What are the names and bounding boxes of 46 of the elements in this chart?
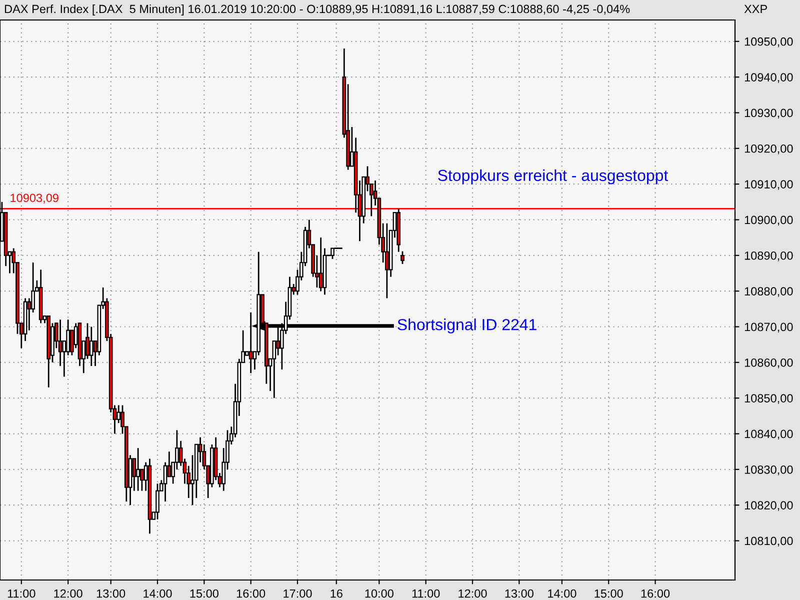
- y-tick-label: 10920,00: [744, 144, 793, 154]
- x-tick-label: 16: [330, 589, 342, 598]
- y-tick-label: 10900,00: [744, 216, 793, 226]
- x-tick-label: 10:00: [365, 589, 394, 598]
- y-tick-label: 10850,00: [744, 394, 793, 404]
- y-tick-label: 10840,00: [744, 430, 793, 440]
- candlestick: [330, 248, 334, 260]
- candlestick: [66, 318, 70, 356]
- candlestick: [58, 318, 62, 367]
- candlestick: [318, 236, 323, 292]
- ref-line-label: 10903,09: [10, 194, 58, 204]
- y-tick-label: 10820,00: [744, 501, 793, 511]
- x-tick-label: 14:00: [548, 589, 576, 598]
- y-tick-label: 10940,00: [744, 73, 793, 83]
- candlestick: [89, 326, 94, 367]
- candlestick: [400, 250, 404, 265]
- x-tick-label: 12:00: [458, 589, 487, 598]
- candlestick: [136, 447, 140, 492]
- chart-title: DAX Perf. Index [.DAX 5 Minuten] 16.01.2019 10:20:00 - O:10889,95 H:10891,16 L:10887,59 C:10888,60 -4,25 -0,04%: [4, 4, 630, 16]
- x-tick-label: 15:00: [190, 589, 218, 598]
- x-tick-label: 14:00: [144, 589, 172, 598]
- y-tick-label: 10950,00: [744, 37, 793, 48]
- annotation: Shortsignal ID 2241: [398, 318, 536, 334]
- candlestick: [116, 404, 121, 424]
- y-tick-label: 10870,00: [744, 322, 793, 333]
- candlestick: [163, 462, 168, 502]
- x-tick-label: 11:00: [412, 589, 440, 598]
- y-tick-label: 10890,00: [744, 251, 793, 262]
- x-tick-label: 13:00: [505, 589, 534, 598]
- y-tick-label: 10910,00: [744, 180, 793, 190]
- y-tick-label: 10810,00: [744, 536, 793, 547]
- x-tick-label: 13:00: [96, 589, 126, 598]
- y-tick-label: 10830,00: [744, 465, 793, 476]
- candlestick: [385, 222, 389, 299]
- annotation: Stoppkurs erreicht - ausgestoppt: [438, 169, 668, 184]
- y-tick-label: 10880,00: [744, 287, 793, 297]
- x-tick-label: 17:00: [284, 589, 312, 598]
- text: XXP: [744, 4, 767, 14]
- x-tick-label: 15:00: [594, 589, 623, 598]
- x-tick-label: 11:00: [8, 589, 36, 598]
- x-tick-label: 16:00: [641, 589, 670, 598]
- y-tick-label: 10860,00: [744, 358, 793, 368]
- x-tick-label: 12:00: [54, 589, 82, 598]
- candlestick: [156, 483, 160, 520]
- x-tick-label: 16:00: [236, 589, 266, 598]
- y-tick-label: 10930,00: [744, 108, 793, 119]
